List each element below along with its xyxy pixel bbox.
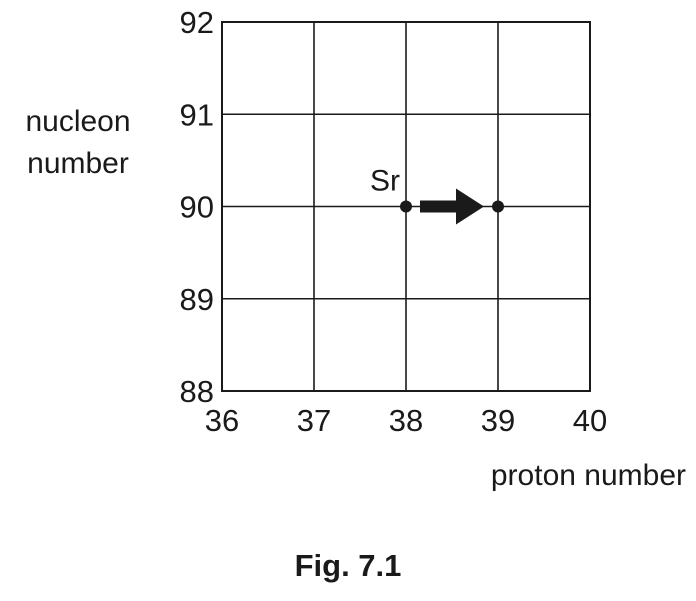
y-tick-label-90: 90: [180, 190, 214, 225]
x-tick-label-38: 38: [389, 403, 423, 438]
y-axis-label-line-2: number: [27, 147, 129, 180]
x-tick-label-40: 40: [573, 403, 607, 438]
y-tick-label-89: 89: [180, 282, 214, 317]
nuclide-chart: 88 89 90 91 92 36 37 38 39 40 proton number nucleon…: [25, 5, 686, 492]
x-tick-label-37: 37: [297, 403, 331, 438]
x-axis-label: proton number: [491, 459, 686, 492]
y-tick-label-91: 91: [180, 97, 214, 132]
y-tick-label-88: 88: [180, 374, 214, 409]
data-point-1: [400, 200, 412, 213]
y-axis-label-line-1: nucleon: [25, 105, 130, 138]
x-tick-label-39: 39: [481, 403, 515, 438]
plot-frame: [221, 21, 591, 392]
decay-arrow: [420, 188, 484, 225]
x-tick-label-36: 36: [205, 403, 239, 438]
figure-caption: Fig. 7.1: [294, 548, 402, 583]
y-tick-label-92: 92: [180, 5, 214, 40]
point-label-sr: Sr: [370, 165, 400, 198]
data-point-2: [492, 200, 504, 213]
